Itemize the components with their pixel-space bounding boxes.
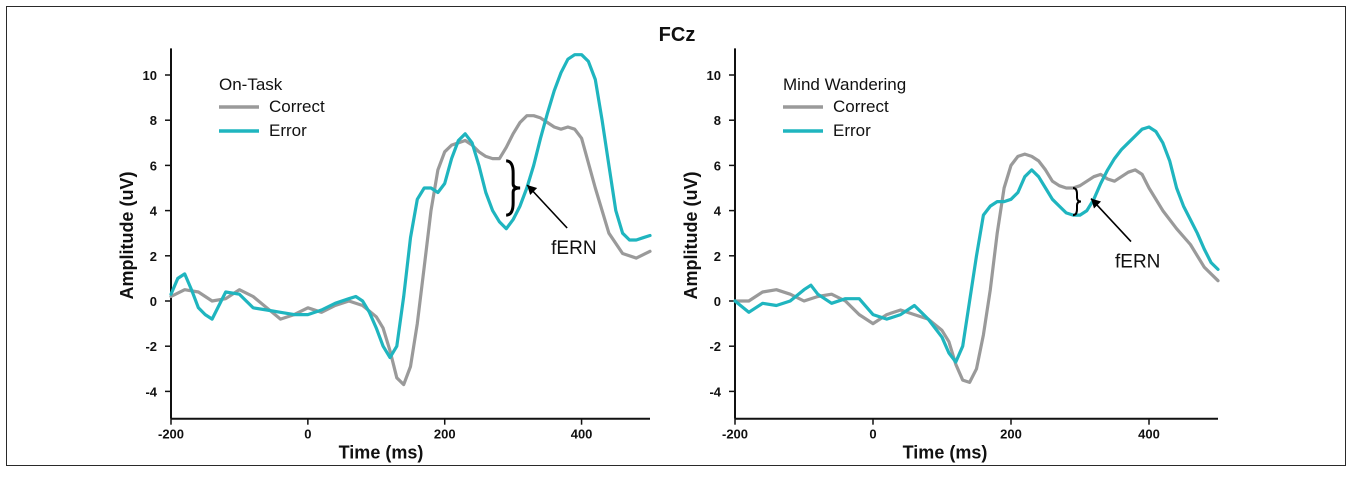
fern-label: fERN	[1115, 252, 1160, 273]
series-line-correct	[733, 152, 1220, 384]
y-tick-label: 0	[150, 294, 157, 309]
fern-arrow	[1090, 198, 1132, 243]
figure-title: FCz	[658, 24, 696, 46]
figure-border	[6, 6, 1346, 466]
fern-brace	[1072, 187, 1082, 217]
series-line-error	[733, 125, 1220, 364]
fern-arrowhead	[527, 185, 538, 195]
x-tick-label: 0	[869, 427, 876, 442]
x-tick-label: 0	[304, 427, 311, 442]
x-tick-label: 400	[1138, 427, 1160, 442]
panel-on-task: -4 -2 0 2 4 6 8 10 -200 0 200 400 Time (ms) Amplitude…	[117, 48, 652, 463]
x-axis-title: Time (ms)	[339, 443, 424, 463]
legend-label-correct: Correct	[833, 97, 889, 116]
x-tick-label: -200	[158, 427, 184, 442]
y-tick-label: 10	[143, 68, 157, 83]
legend-label-correct: Correct	[269, 97, 325, 116]
x-tick-label: 400	[571, 427, 593, 442]
x-axis-title: Time (ms)	[903, 443, 988, 463]
y-tick-label: 2	[714, 249, 721, 264]
y-tick-label: -2	[145, 339, 157, 354]
series-line-error	[169, 53, 652, 360]
y-tick-label: 4	[714, 204, 722, 219]
y-axis-title: Amplitude (uV)	[681, 172, 701, 300]
x-tick-label: 200	[1000, 427, 1022, 442]
y-axis-title: Amplitude (uV)	[117, 172, 137, 300]
y-tick-label: 4	[150, 204, 158, 219]
y-tick-label: 10	[707, 68, 721, 83]
y-tick-label: 6	[714, 158, 721, 173]
x-tick-label: -200	[722, 427, 748, 442]
panel-mind-wandering: -4 -2 0 2 4 6 8 10 -200 0 200 400 Time (ms) Amplitude…	[681, 48, 1220, 463]
fern-arrowhead	[1091, 198, 1101, 209]
y-tick-label: -2	[709, 339, 721, 354]
legend-label-error: Error	[833, 121, 871, 140]
y-tick-label: 8	[150, 113, 157, 128]
y-tick-label: -4	[145, 384, 157, 399]
x-tick-label: 200	[434, 427, 456, 442]
y-tick-label: 0	[714, 294, 721, 309]
legend-label-error: Error	[269, 121, 307, 140]
y-tick-label: 2	[150, 249, 157, 264]
y-tick-label: 6	[150, 158, 157, 173]
y-tick-label: 8	[714, 113, 721, 128]
y-tick-label: -4	[709, 384, 721, 399]
legend-title: Mind Wandering	[783, 75, 906, 94]
fern-arrow	[526, 184, 568, 229]
series-line-correct	[169, 114, 652, 387]
legend-title: On-Task	[219, 75, 283, 94]
fern-label: fERN	[551, 238, 596, 259]
